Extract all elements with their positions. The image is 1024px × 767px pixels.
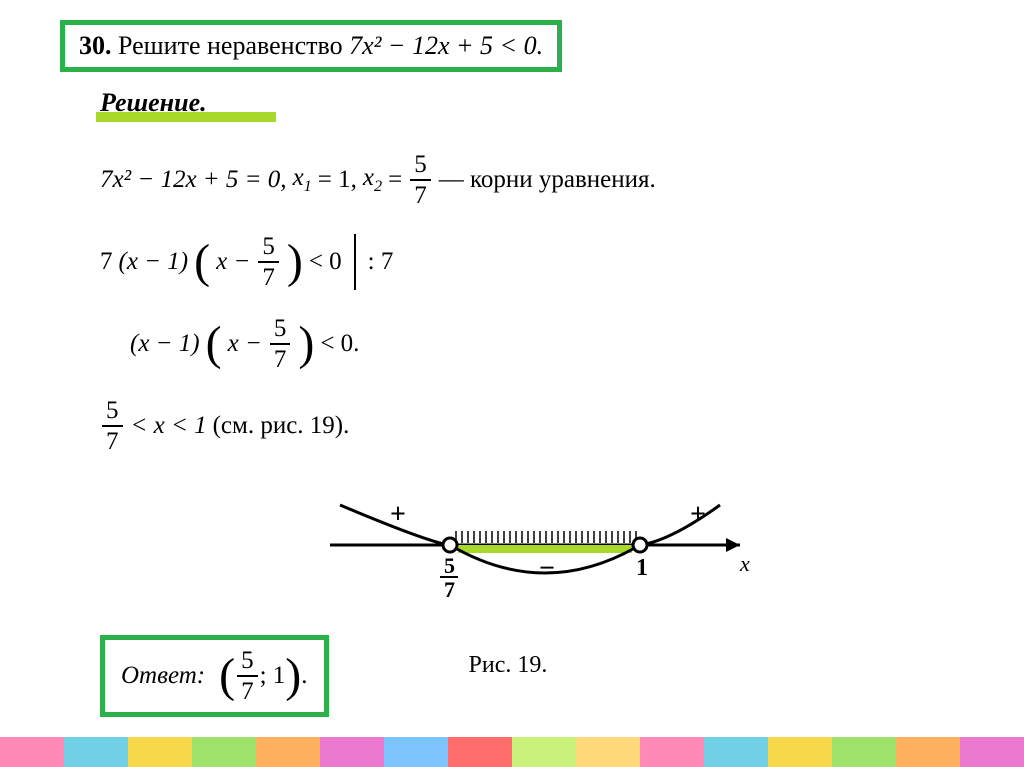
l2-p2-pre: x − bbox=[216, 248, 250, 276]
answer-dot: . bbox=[301, 662, 307, 690]
solution-label: Решение. bbox=[100, 88, 207, 118]
l1-x2-eq: = bbox=[388, 166, 402, 194]
l2-divide: : 7 bbox=[368, 248, 394, 276]
l1-x1-sub: 1 bbox=[304, 177, 312, 195]
l2-frac-den: 7 bbox=[258, 263, 279, 290]
l1-eq: 7x² − 12x + 5 = 0, bbox=[100, 166, 287, 194]
l2-frac: 5 7 bbox=[258, 234, 279, 290]
svg-text:−: − bbox=[539, 553, 555, 584]
solution-line-2: 7 (x − 1) ( x − 5 7 ) < 0 : 7 bbox=[100, 234, 964, 290]
l3-lparen: ( bbox=[206, 325, 222, 363]
l4-frac-num: 5 bbox=[102, 398, 123, 427]
problem-text: Решите неравенство bbox=[118, 31, 349, 60]
answer-box: Ответ: ( 5 7 ; 1 ) . bbox=[100, 635, 329, 717]
answer-label: Ответ: bbox=[121, 662, 205, 690]
answer-frac-den: 7 bbox=[237, 677, 258, 704]
l1-x1: x bbox=[293, 164, 304, 191]
solution-line-1: 7x² − 12x + 5 = 0, x1 = 1, x2 = 5 7 — ко… bbox=[100, 152, 964, 208]
l4-tail: (см. рис. 19). bbox=[213, 412, 350, 440]
l2-vbar bbox=[354, 234, 356, 290]
problem-number: 30. bbox=[79, 31, 112, 60]
l2-frac-num: 5 bbox=[258, 234, 279, 263]
l3-rparen: ) bbox=[298, 325, 314, 363]
svg-text:5: 5 bbox=[444, 553, 455, 578]
l4-frac: 5 7 bbox=[102, 398, 123, 454]
svg-text:7: 7 bbox=[444, 577, 455, 602]
answer-lparen: ( bbox=[219, 657, 235, 695]
l1-x1-val: = 1, bbox=[318, 166, 357, 194]
answer-mid: ; 1 bbox=[260, 662, 286, 690]
solution-label-text: Решение. bbox=[100, 88, 207, 117]
problem-expr: 7x² − 12x + 5 < 0. bbox=[349, 31, 543, 60]
l2-lparen: ( bbox=[194, 243, 210, 281]
l1-x2: x bbox=[363, 164, 374, 191]
diagram-svg: + + − 57 1 x bbox=[320, 480, 760, 610]
l3-frac-den: 7 bbox=[270, 345, 291, 372]
l2-rparen: ) bbox=[287, 243, 303, 281]
l3-frac-num: 5 bbox=[270, 316, 291, 345]
l4-frac-den: 7 bbox=[102, 427, 123, 454]
l1-tail: — корни уравнения. bbox=[439, 166, 656, 194]
svg-text:+: + bbox=[390, 499, 406, 530]
l3-p2-pre: x − bbox=[228, 330, 262, 358]
figure-caption: Рис. 19. bbox=[469, 652, 548, 679]
l4-mid: < x < 1 bbox=[131, 412, 207, 440]
answer-frac-num: 5 bbox=[237, 648, 258, 677]
l3-cmp: < 0. bbox=[320, 330, 359, 358]
svg-text:1: 1 bbox=[636, 555, 648, 581]
l3-frac: 5 7 bbox=[270, 316, 291, 372]
l1-frac-den: 7 bbox=[410, 181, 431, 208]
l2-p1: (x − 1) bbox=[119, 248, 189, 276]
sign-diagram: + + − 57 1 x bbox=[320, 480, 964, 617]
l3-p1: (x − 1) bbox=[130, 330, 200, 358]
answer-frac: 5 7 bbox=[237, 648, 258, 704]
l1-frac: 5 7 bbox=[410, 152, 431, 208]
problem-box: 30. Решите неравенство 7x² − 12x + 5 < 0… bbox=[60, 20, 562, 72]
l2-cmp: < 0 bbox=[309, 248, 342, 276]
svg-text:+: + bbox=[690, 499, 706, 530]
l1-x2-sub: 2 bbox=[374, 177, 382, 195]
answer-rparen: ) bbox=[285, 657, 301, 695]
svg-text:x: x bbox=[739, 551, 750, 576]
solution-line-3: (x − 1) ( x − 5 7 ) < 0. bbox=[130, 316, 964, 372]
page-content: 30. Решите неравенство 7x² − 12x + 5 < 0… bbox=[0, 0, 1024, 737]
decorative-strip bbox=[0, 737, 1024, 767]
solution-line-4: 5 7 < x < 1 (см. рис. 19). bbox=[100, 398, 964, 454]
l1-frac-num: 5 bbox=[410, 152, 431, 181]
l2-lead: 7 bbox=[100, 248, 113, 276]
